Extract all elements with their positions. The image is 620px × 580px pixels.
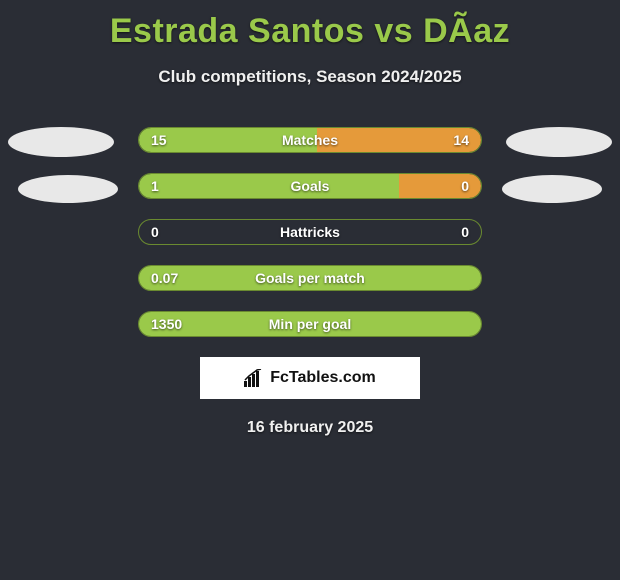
stat-label: Goals	[139, 174, 481, 198]
fctables-logo: FcTables.com	[200, 357, 420, 399]
page-title: Estrada Santos vs DÃ­az	[0, 0, 620, 51]
subtitle: Club competitions, Season 2024/2025	[0, 67, 620, 87]
logo-text: FcTables.com	[270, 369, 376, 387]
stats-area: 15 Matches 14 1 Goals 0 0 Hattricks 0 0.…	[0, 127, 620, 337]
stat-row-goals: 1 Goals 0	[138, 173, 482, 199]
club-right-logo-placeholder	[502, 175, 602, 203]
player-left-photo-placeholder	[8, 127, 114, 157]
bar-chart-icon	[244, 369, 264, 387]
stat-row-matches: 15 Matches 14	[138, 127, 482, 153]
date-text: 16 february 2025	[0, 419, 620, 437]
club-left-logo-placeholder	[18, 175, 118, 203]
stat-label: Hattricks	[139, 220, 481, 244]
stat-row-goals-per-match: 0.07 Goals per match	[138, 265, 482, 291]
stat-row-min-per-goal: 1350 Min per goal	[138, 311, 482, 337]
stat-right-value: 0	[461, 220, 469, 244]
stat-label: Min per goal	[139, 312, 481, 336]
stat-right-value: 0	[461, 174, 469, 198]
stat-label: Goals per match	[139, 266, 481, 290]
player-right-photo-placeholder	[506, 127, 612, 157]
stat-label: Matches	[139, 128, 481, 152]
stat-right-value: 14	[453, 128, 469, 152]
comparison-bars: 15 Matches 14 1 Goals 0 0 Hattricks 0 0.…	[138, 127, 482, 337]
stat-row-hattricks: 0 Hattricks 0	[138, 219, 482, 245]
